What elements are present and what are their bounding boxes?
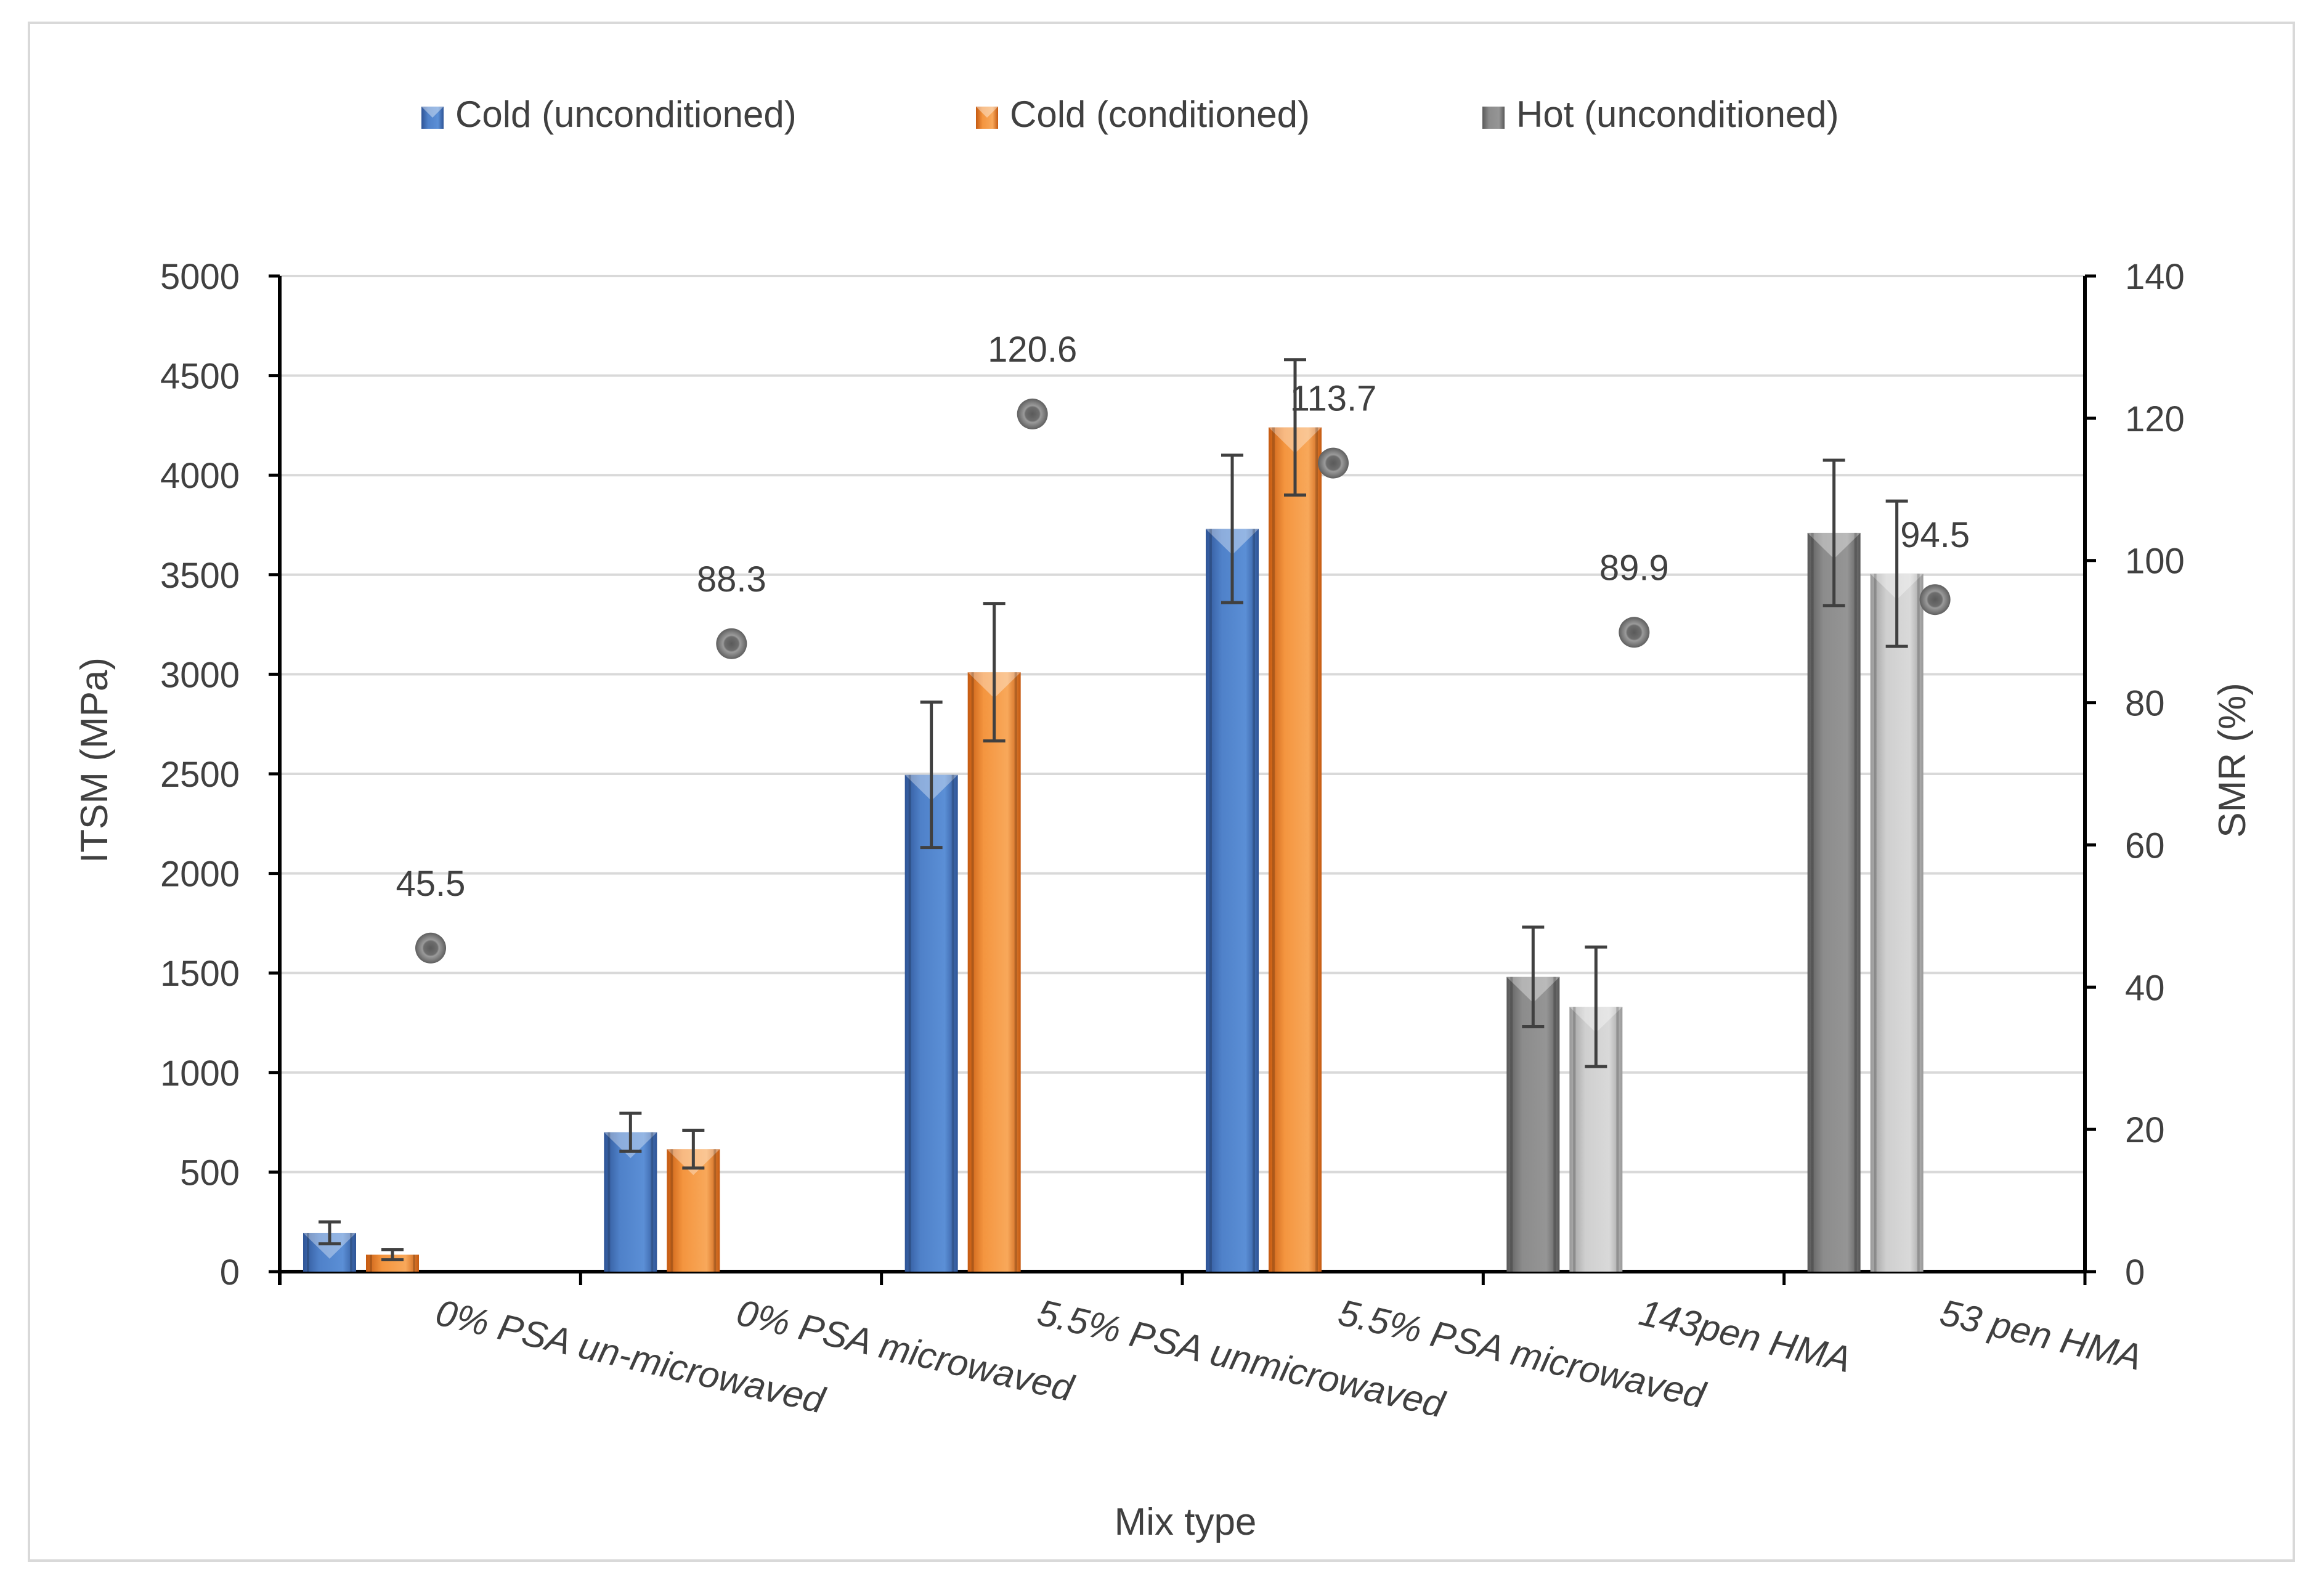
y2-axis-title: SMR (%) [2211,683,2254,837]
y2-tick-label: 20 [2125,1110,2165,1150]
bars [303,358,1924,1272]
bar-bevel [303,1232,356,1259]
smr-data-label: 113.7 [1290,379,1377,419]
smr-data-label: 94.5 [1900,515,1970,555]
smr-data-label: 89.9 [1599,548,1669,588]
x-tick-label: 53 pen HMA [1936,1291,2146,1378]
smr-point [1318,447,1349,479]
bar [1870,574,1924,1272]
y-tick-label: 3500 [160,556,240,596]
y-tick-label: 0 [220,1253,240,1293]
smr-data-label: 88.3 [697,559,766,599]
bar [904,774,958,1272]
legend-swatch-bevel [976,107,998,118]
smr-point [1017,398,1048,429]
bar [1269,427,1322,1272]
y2-tick-label: 120 [2125,399,2185,439]
y-tick-label: 2500 [160,755,240,795]
y2-tick-label: 40 [2125,968,2165,1008]
chart-frame: 0 500 1000 1500 2000 2500 3000 3500 4000 4500 5000… [28,22,2295,1562]
y-tick-label: 3000 [160,655,240,695]
gridlines [280,275,2085,1174]
smr-point [1919,584,1951,615]
y2-tick-label: 100 [2125,542,2185,582]
legend-label: Cold (unconditioned) [455,94,797,135]
x-axis-title: Mix type [1115,1501,1257,1543]
y2-tick-label: 80 [2125,684,2165,724]
smr-point [415,932,446,964]
y-tick-label: 5000 [160,257,240,297]
chart: 0500100015002000250030003500400045005000… [73,94,2254,1543]
legend: Cold (unconditioned) Cold (conditioned) Ho… [421,94,1839,135]
bar [967,672,1021,1272]
smr-points: 45.5 88.3 120.6 113.7 89.9 94.5 [396,330,1970,964]
bar [1206,529,1259,1272]
legend-swatch-bevel [421,107,444,118]
y-tick-label: 500 [180,1153,240,1193]
smr-point [716,628,747,659]
y2-tick-label: 140 [2125,257,2185,297]
y-axis-title: ITSM (MPa) [73,657,116,863]
y2-tick-label: 0 [2125,1253,2145,1293]
legend-label: Cold (conditioned) [1010,94,1310,135]
y-tick-label: 1500 [160,954,240,994]
y-tick-label: 2000 [160,855,240,895]
y-tick-label: 4000 [160,456,240,496]
smr-data-label: 120.6 [988,330,1077,370]
legend-swatch [1482,107,1505,129]
smr-data-label: 45.5 [396,864,466,904]
smr-point [1619,617,1650,648]
bar [604,1132,657,1272]
y-tick-label: 1000 [160,1054,240,1094]
legend-swatch [976,107,998,129]
y-tick-label: 4500 [160,357,240,397]
legend-label: Hot (unconditioned) [1516,94,1839,135]
bar [1807,532,1861,1272]
y2-tick-label: 60 [2125,826,2165,866]
legend-swatch [421,107,444,129]
